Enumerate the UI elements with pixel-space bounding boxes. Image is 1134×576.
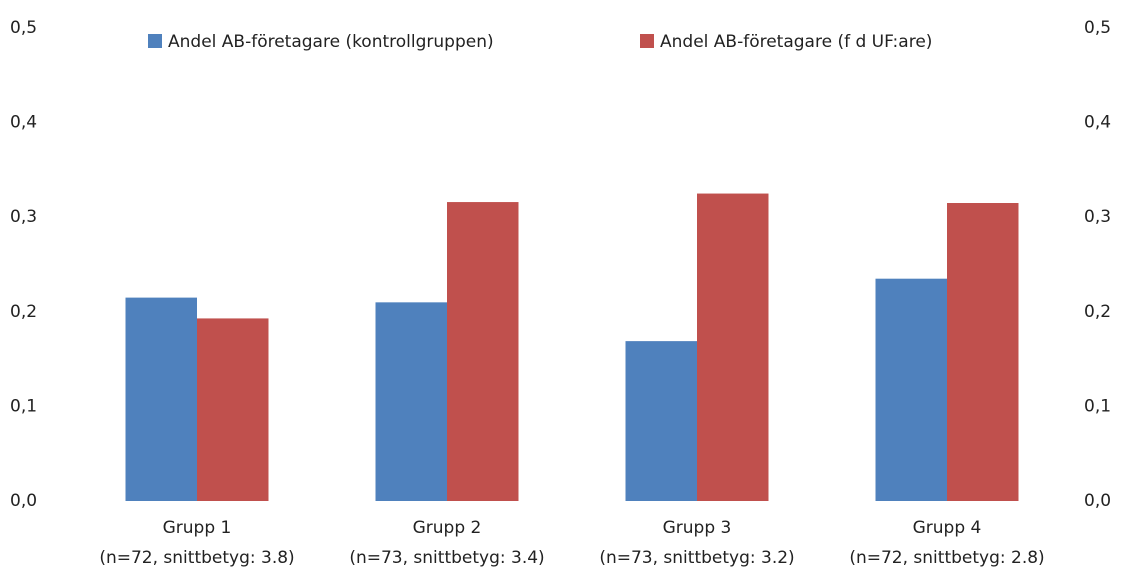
y-tick-label: 0,5 xyxy=(10,18,37,38)
x-tick-label: Grupp 1 xyxy=(163,518,232,538)
x-tick-label: Grupp 3 xyxy=(663,518,732,538)
y-tick-label: 0,2 xyxy=(10,302,37,322)
y-tick-label: 0,1 xyxy=(10,396,37,416)
x-tick-label: Grupp 4 xyxy=(913,518,982,538)
y2-tick-label: 0,3 xyxy=(1084,207,1111,227)
y-tick-label: 0,4 xyxy=(10,113,37,133)
x-tick-sublabel: (n=73, snittbetyg: 3.2) xyxy=(599,548,794,568)
bar xyxy=(625,341,697,501)
bar xyxy=(375,302,447,501)
bar xyxy=(947,203,1019,501)
legend-label: Andel AB-företagare (f d UF:are) xyxy=(660,32,932,52)
bar xyxy=(875,278,947,501)
x-tick-sublabel: (n=73, snittbetyg: 3.4) xyxy=(349,548,544,568)
bar xyxy=(125,297,197,501)
y-tick-label: 0,3 xyxy=(10,207,37,227)
bar xyxy=(447,202,519,501)
legend-label: Andel AB-företagare (kontrollgruppen) xyxy=(168,32,494,52)
y2-tick-label: 0,1 xyxy=(1084,396,1111,416)
bar xyxy=(197,318,269,501)
y2-tick-label: 0,2 xyxy=(1084,302,1111,322)
y2-tick-label: 0,5 xyxy=(1084,18,1111,38)
x-tick-sublabel: (n=72, snittbetyg: 3.8) xyxy=(99,548,294,568)
y-tick-label: 0,0 xyxy=(10,491,37,511)
legend-swatch xyxy=(640,34,654,48)
bar xyxy=(697,193,769,502)
legend-swatch xyxy=(148,34,162,48)
y2-tick-label: 0,0 xyxy=(1084,491,1111,511)
y2-tick-label: 0,4 xyxy=(1084,113,1111,133)
x-tick-sublabel: (n=72, snittbetyg: 2.8) xyxy=(849,548,1044,568)
x-tick-label: Grupp 2 xyxy=(413,518,482,538)
